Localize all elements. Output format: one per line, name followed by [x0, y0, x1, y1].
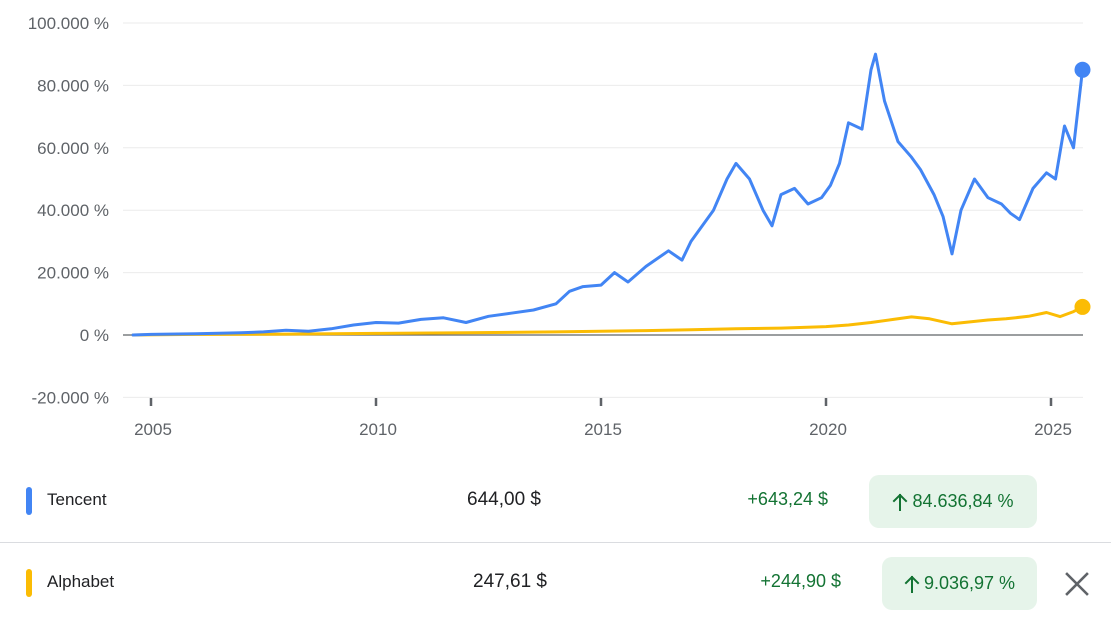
line-chart: 100.000 % 80.000 % 60.000 % 40.000 % 20.000 … [28, 14, 1091, 439]
series-color-swatch [26, 487, 32, 515]
percent-change-value: 9.036,97 % [923, 573, 1016, 593]
x-tick-label: 2020 [809, 420, 847, 439]
x-tick-label: 2010 [359, 420, 397, 439]
series-name: Tencent [47, 490, 107, 509]
y-tick-label: 20.000 % [37, 264, 109, 283]
series-color-swatch [26, 569, 32, 597]
legend-row-tencent[interactable]: Tencent 644,00 $ +643,24 $ 84.636,84 % [0, 466, 1111, 536]
up-arrow-icon [893, 493, 908, 511]
legend-row-alphabet[interactable]: Alphabet 247,61 $ +244,90 $ 9.036,97 % [0, 548, 1111, 618]
y-tick-label: 100.000 % [28, 14, 109, 33]
close-icon [1065, 572, 1089, 596]
x-tick-label: 2025 [1034, 420, 1072, 439]
legend-divider [0, 542, 1111, 543]
series-name: Alphabet [47, 572, 115, 591]
y-tick-label: 40.000 % [37, 201, 109, 220]
x-tick-label: 2015 [584, 420, 622, 439]
series-line-alphabet [131, 305, 1084, 337]
remove-comparison-button[interactable] [1060, 567, 1094, 601]
x-axis: 2005 2010 2015 2020 2025 [134, 398, 1072, 439]
current-price: 644,00 $ [467, 489, 541, 510]
x-tick-label: 2005 [134, 420, 172, 439]
percent-change-badge: 84.636,84 % [869, 475, 1037, 528]
y-tick-label: 60.000 % [37, 139, 109, 158]
up-arrow-icon [904, 575, 920, 593]
absolute-change: +244,90 $ [760, 571, 841, 591]
series-end-point-alphabet [1074, 298, 1091, 315]
y-axis-tick-labels: 100.000 % 80.000 % 60.000 % 40.000 % 20.000 … [28, 14, 109, 407]
series-line-tencent [131, 52, 1084, 337]
y-tick-label: -20.000 % [32, 388, 110, 407]
current-price: 247,61 $ [473, 571, 547, 592]
y-tick-label: 0 % [80, 326, 109, 345]
percent-change-badge: 9.036,97 % [882, 557, 1037, 610]
absolute-change: +643,24 $ [747, 489, 828, 509]
y-tick-label: 80.000 % [37, 76, 109, 95]
series-end-point-tencent [1074, 61, 1091, 78]
percent-change-value: 84.636,84 % [912, 491, 1014, 511]
series-lines [131, 52, 1091, 337]
